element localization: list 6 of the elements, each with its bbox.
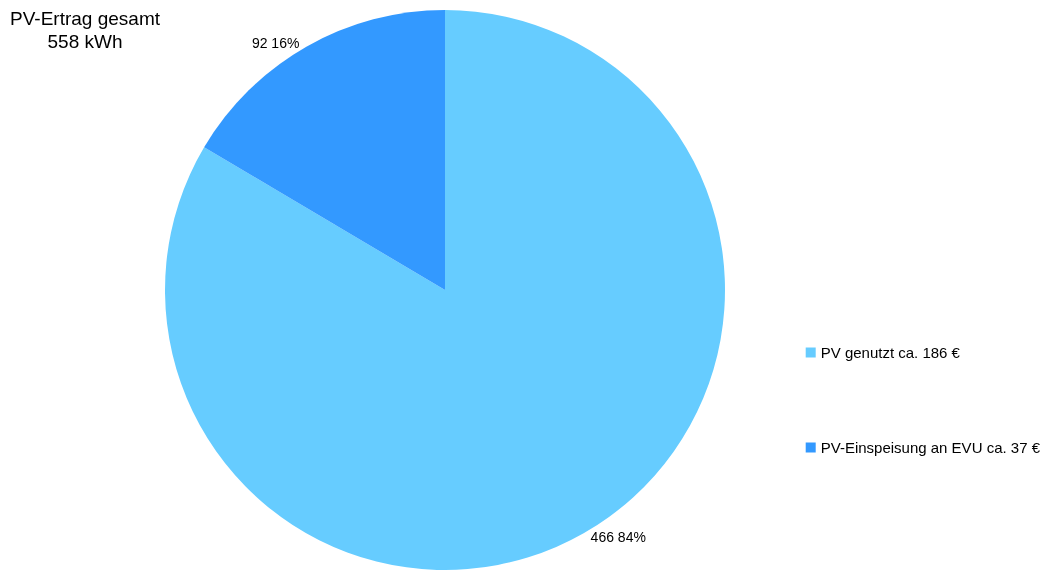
data-label: 92 16% bbox=[251, 35, 300, 52]
data-label: 466 84% bbox=[590, 528, 646, 545]
text: 558 kWh bbox=[47, 31, 123, 52]
legend-label: PV genutzt ca. 186 € bbox=[820, 344, 961, 361]
legend-label: PV-Einspeisung an EVU ca. 37 € bbox=[820, 439, 1041, 456]
chart-title: PV-Ertrag gesamt bbox=[10, 8, 161, 29]
